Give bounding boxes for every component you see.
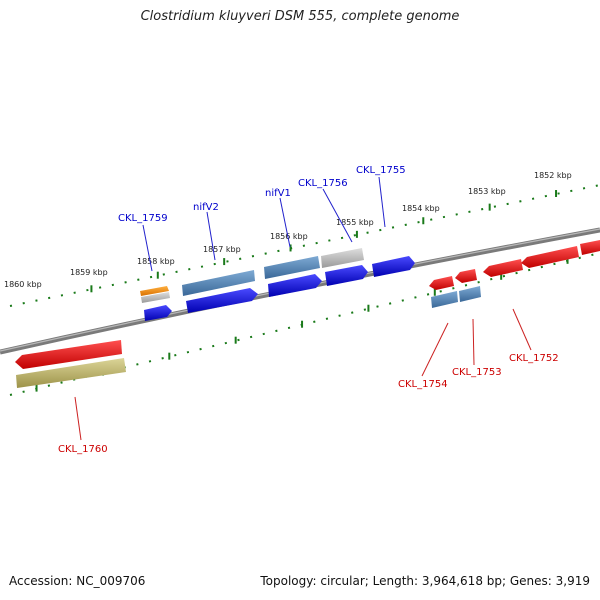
cds-nifv2-steel[interactable]	[182, 270, 255, 296]
ruler-label-1860: 1860 kbp	[4, 280, 42, 289]
cds-arrow-ckl-1754[interactable]	[429, 276, 454, 290]
topology-text: Topology: circular; Length: 3,964,618 bp…	[260, 574, 590, 588]
cds-arrow-ckl-1752b[interactable]	[521, 246, 579, 268]
leader-ckl-1754	[421, 322, 449, 377]
gene-label-nifv1[interactable]: nifV1	[265, 188, 291, 199]
ruler-label-1854: 1854 kbp	[402, 204, 440, 213]
leader-nifv1	[279, 197, 291, 248]
ruler-label-1858: 1858 kbp	[137, 257, 175, 266]
cds-arrow-ckl-1752c[interactable]	[580, 240, 600, 255]
leader-ckl-1753	[472, 318, 475, 366]
cds-arrow-ckl-1752a[interactable]	[483, 259, 523, 277]
cds-ckl-1753-steel[interactable]	[459, 286, 481, 302]
cds-arrow-ckl-1755[interactable]	[372, 256, 415, 277]
cds-ckl-1759-gray	[141, 292, 170, 303]
leader-ckl-1755	[378, 176, 386, 228]
cds-arrow-ckl-1760[interactable]	[15, 340, 122, 369]
gene-label-ckl-1755[interactable]: CKL_1755	[356, 165, 406, 176]
cds-arrow-ckl-1753[interactable]	[455, 269, 477, 283]
forward-track-lower	[144, 256, 415, 321]
cds-ckl-1754-steel[interactable]	[431, 291, 458, 308]
gene-label-ckl-1759[interactable]: CKL_1759	[118, 213, 168, 224]
cds-ckl-1760-olive[interactable]	[16, 358, 126, 388]
reverse-track	[15, 240, 600, 388]
ruler-label-1855: 1855 kbp	[336, 218, 374, 227]
outer-major-ticks	[90, 190, 558, 293]
ruler-label-1853: 1853 kbp	[468, 187, 506, 196]
leader-nifv2	[206, 211, 216, 261]
ruler-label-1856: 1856 kbp	[270, 232, 308, 241]
gene-label-ckl-1756[interactable]: CKL_1756	[298, 178, 348, 189]
gene-label-ckl-1760[interactable]: CKL_1760	[58, 444, 108, 455]
gene-label-ckl-1753[interactable]: CKL_1753	[452, 367, 502, 378]
cds-ckl-1759-orange[interactable]	[140, 286, 169, 296]
leader-ckl-1760	[74, 396, 82, 441]
leader-ckl-1752	[512, 308, 532, 351]
leader-ckl-1756	[322, 188, 353, 243]
map-title: Clostridium kluyveri DSM 555, complete g…	[140, 9, 460, 24]
cds-arrow-ckl-1759[interactable]	[144, 305, 172, 321]
accession-text: Accession: NC_009706	[9, 574, 146, 588]
ruler-label-1857: 1857 kbp	[203, 245, 241, 254]
leader-ckl-1759	[142, 224, 153, 272]
cds-ckl-1756-gray[interactable]	[321, 248, 364, 268]
cds-arrow-ckl-1756[interactable]	[325, 265, 368, 286]
gene-label-ckl-1752[interactable]: CKL_1752	[509, 353, 559, 364]
gene-label-nifv2[interactable]: nifV2	[193, 202, 219, 213]
gene-label-ckl-1754[interactable]: CKL_1754	[398, 379, 448, 390]
ruler-label-1859: 1859 kbp	[70, 268, 108, 277]
cds-nifv1-steel[interactable]	[264, 256, 320, 279]
cds-arrow-nifv1[interactable]	[268, 274, 322, 297]
forward-track-upper	[140, 248, 364, 303]
ruler-label-1852: 1852 kbp	[534, 171, 572, 180]
cds-arrow-nifv2[interactable]	[186, 288, 258, 313]
